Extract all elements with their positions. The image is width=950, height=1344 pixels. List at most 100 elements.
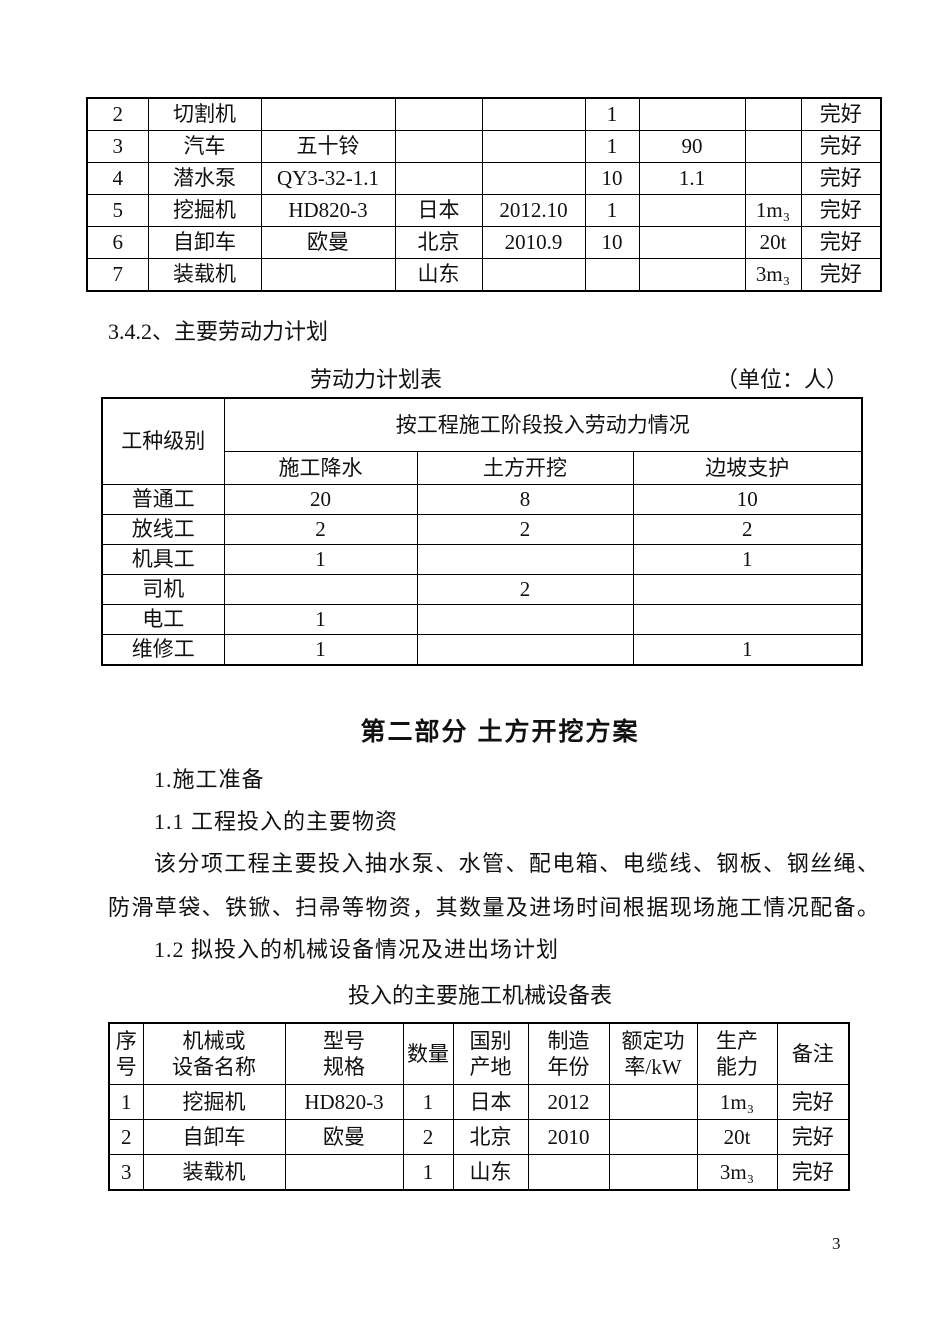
header-origin: 国别 产地 bbox=[452, 1022, 529, 1085]
cell-origin bbox=[394, 130, 483, 163]
cell-name: 挖掘机 bbox=[147, 194, 262, 227]
header-seq: 序 号 bbox=[108, 1022, 144, 1085]
cell-power bbox=[608, 1154, 698, 1191]
cell-worker-type: 司机 bbox=[101, 574, 225, 605]
cell-qty: 2 bbox=[402, 1119, 454, 1155]
cell-seq: 2 bbox=[108, 1119, 144, 1155]
cell-model bbox=[260, 97, 396, 131]
cell-count: 2 bbox=[223, 514, 418, 545]
cell-name: 汽车 bbox=[147, 130, 262, 163]
cell-qty: 10 bbox=[584, 162, 640, 195]
section-1-1-heading: 1.1 工程投入的主要物资 bbox=[154, 809, 399, 834]
table-header-row: 工种级别 按工程施工阶段投入劳动力情况 bbox=[101, 397, 863, 485]
cell-origin: 山东 bbox=[452, 1154, 529, 1191]
table-row: 维修工 1 1 bbox=[101, 634, 863, 666]
cell-model: HD820-3 bbox=[260, 194, 396, 227]
cell-name: 装载机 bbox=[142, 1154, 286, 1191]
table-row: 电工 1 bbox=[101, 604, 863, 635]
table-row: 司机 2 bbox=[101, 574, 863, 605]
header-stage-group: 按工程施工阶段投入劳动力情况 bbox=[223, 397, 863, 452]
equipment-table-partial: 2 切割机 1 完好 3 汽车 五十铃 1 90 完好 4 潜水泵 QY3-32… bbox=[86, 97, 882, 292]
cell-seq: 6 bbox=[86, 226, 149, 259]
section-1-heading: 1.施工准备 bbox=[154, 767, 265, 792]
cell-worker-type: 普通工 bbox=[101, 484, 225, 515]
header-remark: 备注 bbox=[776, 1022, 850, 1085]
cell-remark: 完好 bbox=[800, 226, 882, 259]
table-row: 4 潜水泵 QY3-32-1.1 10 1.1 完好 bbox=[86, 162, 882, 195]
cell-year bbox=[481, 130, 586, 163]
cell-count: 8 bbox=[416, 484, 634, 515]
cell-power: 90 bbox=[638, 130, 746, 163]
cell-seq: 7 bbox=[86, 258, 149, 292]
cell-count bbox=[632, 574, 863, 605]
cell-count: 1 bbox=[632, 544, 863, 575]
cell-power bbox=[638, 226, 746, 259]
cell-qty bbox=[584, 258, 640, 292]
cell-qty: 10 bbox=[584, 226, 640, 259]
header-stage: 施工降水 bbox=[223, 451, 418, 485]
cell-origin: 日本 bbox=[394, 194, 483, 227]
table-row: 6 自卸车 欧曼 北京 2010.9 10 20t 完好 bbox=[86, 226, 882, 259]
cell-worker-type: 电工 bbox=[101, 604, 225, 635]
cell-name: 切割机 bbox=[147, 97, 262, 131]
cell-capacity: 3m₃ bbox=[744, 258, 802, 292]
cell-count: 1 bbox=[632, 634, 863, 666]
paragraph-line: 防滑草袋、铁锨、扫帚等物资，其数量及进场时间根据现场施工情况配备。 bbox=[108, 895, 880, 920]
cell-capacity bbox=[744, 162, 802, 195]
cell-qty: 1 bbox=[402, 1084, 454, 1120]
cell-seq: 4 bbox=[86, 162, 149, 195]
cell-origin: 日本 bbox=[452, 1084, 529, 1120]
cell-seq: 3 bbox=[108, 1154, 144, 1191]
table-header-row: 施工降水 土方开挖 边坡支护 bbox=[102, 451, 863, 485]
cell-count bbox=[416, 634, 634, 666]
table-row: 3 装载机 1 山东 3m₃ 完好 bbox=[108, 1154, 850, 1191]
cell-model: HD820-3 bbox=[284, 1084, 404, 1120]
cell-count: 1 bbox=[223, 544, 418, 575]
cell-worker-type: 机具工 bbox=[101, 544, 225, 575]
cell-count: 1 bbox=[223, 634, 418, 666]
table-row: 2 切割机 1 完好 bbox=[86, 97, 882, 131]
cell-model: 欧曼 bbox=[284, 1119, 404, 1155]
header-capacity: 生产 能力 bbox=[696, 1022, 778, 1085]
cell-remark: 完好 bbox=[800, 162, 882, 195]
header-stage: 土方开挖 bbox=[416, 451, 634, 485]
cell-seq: 5 bbox=[86, 194, 149, 227]
cell-qty: 1 bbox=[584, 194, 640, 227]
cell-origin: 北京 bbox=[394, 226, 483, 259]
cell-name: 自卸车 bbox=[147, 226, 262, 259]
cell-worker-type: 放线工 bbox=[101, 514, 225, 545]
unit-note: （单位：人） bbox=[716, 367, 849, 392]
header-power: 额定功 率/kW bbox=[608, 1022, 698, 1085]
cell-origin bbox=[394, 97, 483, 131]
cell-capacity bbox=[744, 130, 802, 163]
cell-seq: 3 bbox=[86, 130, 149, 163]
cell-qty: 1 bbox=[584, 130, 640, 163]
cell-year: 2012 bbox=[527, 1084, 610, 1120]
table-row: 普通工 20 8 10 bbox=[101, 484, 863, 515]
table-row: 机具工 1 1 bbox=[101, 544, 863, 575]
page-number: 3 bbox=[832, 1234, 841, 1253]
section-heading-342: 3.4.2、主要劳动力计划 bbox=[108, 319, 329, 344]
cell-model: 欧曼 bbox=[260, 226, 396, 259]
cell-year bbox=[481, 97, 586, 131]
labor-table-title: 劳动力计划表 bbox=[310, 367, 443, 392]
cell-model: 五十铃 bbox=[260, 130, 396, 163]
cell-capacity: 3m₃ bbox=[696, 1154, 778, 1191]
cell-count bbox=[632, 604, 863, 635]
cell-count: 20 bbox=[223, 484, 418, 515]
cell-remark: 完好 bbox=[800, 97, 882, 131]
machinery-table-title: 投入的主要施工机械设备表 bbox=[347, 983, 612, 1008]
table-row: 3 汽车 五十铃 1 90 完好 bbox=[86, 130, 882, 163]
cell-count: 2 bbox=[632, 514, 863, 545]
header-name: 机械或 设备名称 bbox=[142, 1022, 286, 1085]
machinery-table: 序 号 机械或 设备名称 型号 规格 数量 国别 产地 制造 年份 额定功 率/… bbox=[108, 1022, 850, 1191]
header-qty: 数量 bbox=[402, 1022, 454, 1085]
cell-remark: 完好 bbox=[800, 258, 882, 292]
cell-model bbox=[284, 1154, 404, 1191]
cell-year: 2012.10 bbox=[481, 194, 586, 227]
cell-origin: 山东 bbox=[394, 258, 483, 292]
cell-power bbox=[638, 258, 746, 292]
section-1-2-heading: 1.2 拟投入的机械设备情况及进出场计划 bbox=[154, 937, 560, 962]
cell-remark: 完好 bbox=[776, 1084, 850, 1120]
cell-name: 潜水泵 bbox=[147, 162, 262, 195]
